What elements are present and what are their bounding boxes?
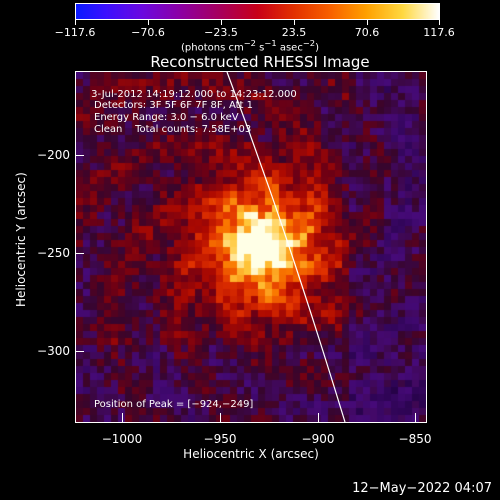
energy-range-label: Energy Range: 3.0 − 6.0 keV: [94, 112, 239, 123]
colorbar-tick-label: 23.5: [281, 26, 307, 39]
colorbar-tick-label: 70.6: [354, 26, 380, 39]
y-axis-label: Heliocentric Y (arcsec): [14, 172, 28, 307]
colorbar-tick-label: −70.6: [131, 26, 165, 39]
x-tick-label: −850: [398, 432, 432, 446]
y-tick-mark: [75, 155, 84, 156]
x-tick-mark: [122, 413, 123, 422]
y-tick-label: −300: [37, 344, 70, 358]
x-tick-mark: [318, 413, 319, 422]
colorbar-tick-label: −117.6: [54, 26, 96, 39]
x-tick-mark: [220, 413, 221, 422]
colorbar-tick: [75, 20, 76, 25]
detectors-label: Detectors: 3F 5F 6F 7F 8F, Att 1: [94, 100, 254, 111]
colorbar-tick: [294, 20, 295, 25]
y-tick-mark: [75, 253, 84, 254]
rhessi-image: [76, 72, 426, 422]
colorbar-tick: [367, 20, 368, 25]
clean-counts-label: Clean Total counts: 7.58E+03: [94, 124, 252, 135]
solar-limb-line: [226, 72, 346, 422]
colorbar: [75, 3, 440, 20]
image-panel: 3-Jul-2012 14:19:12.000 to 14:23:12.000 …: [75, 71, 427, 423]
x-tick-label: −950: [203, 432, 237, 446]
y-tick-label: −250: [37, 246, 70, 260]
y-tick-label: −200: [37, 148, 70, 162]
time-range: 3-Jul-2012 14:19:12.000 to 14:23:12.000: [88, 89, 297, 100]
plot-title: Reconstructed RHESSI Image: [150, 53, 370, 71]
colorbar-units: (photons cm−2 s−1 asec−2): [180, 38, 320, 54]
x-tick-label: −1000: [101, 432, 143, 446]
y-tick-mark: [75, 351, 84, 352]
colorbar-tick: [148, 20, 149, 25]
x-tick-mark: [415, 413, 416, 422]
colorbar-tick-label: 117.6: [423, 26, 455, 39]
colorbar-tick-label: −23.5: [204, 26, 238, 39]
timestamp: 12−May−2022 04:07: [352, 481, 492, 496]
colorbar-tick: [439, 20, 440, 25]
peak-position-label: Position of Peak = [−924,−249]: [94, 399, 254, 410]
colorbar-tick: [221, 20, 222, 25]
x-tick-label: −900: [301, 432, 335, 446]
x-axis-label: Heliocentric X (arcsec): [183, 447, 319, 461]
limb-overlay: [226, 72, 346, 422]
